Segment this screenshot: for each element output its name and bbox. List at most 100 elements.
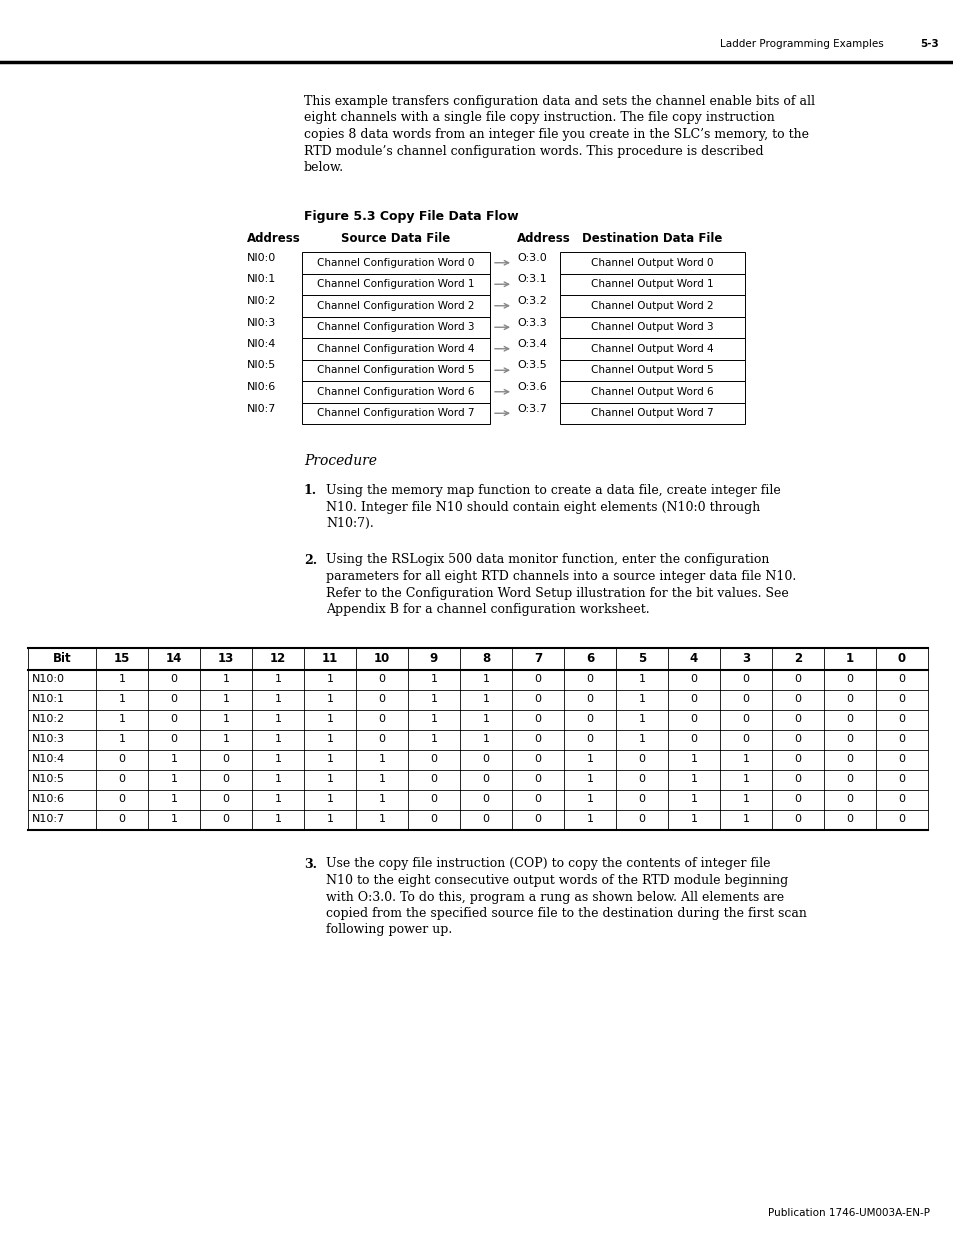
Text: Channel Output Word 5: Channel Output Word 5 xyxy=(591,366,713,375)
Text: 1: 1 xyxy=(274,774,281,784)
Text: 0: 0 xyxy=(638,774,645,784)
Text: 1: 1 xyxy=(326,735,334,745)
Text: 0: 0 xyxy=(118,815,126,825)
Text: 0: 0 xyxy=(690,674,697,684)
Text: 0: 0 xyxy=(222,794,230,804)
Text: O:3.4: O:3.4 xyxy=(517,338,546,350)
Bar xyxy=(559,403,744,424)
Text: 0: 0 xyxy=(482,815,489,825)
Text: 0: 0 xyxy=(741,715,749,725)
Text: 1: 1 xyxy=(690,794,697,804)
Bar xyxy=(559,252,744,273)
Text: 1: 1 xyxy=(638,735,645,745)
Text: below.: below. xyxy=(304,161,344,174)
Text: 0: 0 xyxy=(378,674,385,684)
Text: 1: 1 xyxy=(430,715,437,725)
Text: 0: 0 xyxy=(638,815,645,825)
Text: 8: 8 xyxy=(481,652,490,664)
Text: 1: 1 xyxy=(378,755,385,764)
Text: 0: 0 xyxy=(534,674,541,684)
Text: 6: 6 xyxy=(585,652,594,664)
Text: 0: 0 xyxy=(794,735,801,745)
Text: 0: 0 xyxy=(898,794,904,804)
Text: 0: 0 xyxy=(845,694,853,704)
Text: Channel Configuration Word 5: Channel Configuration Word 5 xyxy=(317,366,475,375)
Text: 0: 0 xyxy=(690,694,697,704)
Text: Channel Configuration Word 4: Channel Configuration Word 4 xyxy=(317,343,475,353)
Text: following power up.: following power up. xyxy=(326,924,452,936)
Text: 3: 3 xyxy=(741,652,749,664)
Text: copied from the specified source file to the destination during the first scan: copied from the specified source file to… xyxy=(326,906,806,920)
Text: N10:6: N10:6 xyxy=(32,794,65,804)
Text: 0: 0 xyxy=(534,735,541,745)
Text: 0: 0 xyxy=(430,794,437,804)
Text: This example transfers configuration data and sets the channel enable bits of al: This example transfers configuration dat… xyxy=(304,95,814,107)
Text: 1: 1 xyxy=(274,694,281,704)
Text: with O:3.0. To do this, program a rung as shown below. All elements are: with O:3.0. To do this, program a rung a… xyxy=(326,890,783,904)
Bar xyxy=(302,252,490,273)
Text: 0: 0 xyxy=(482,794,489,804)
Text: 0: 0 xyxy=(898,674,904,684)
Bar xyxy=(302,295,490,316)
Text: 0: 0 xyxy=(118,755,126,764)
Text: 0: 0 xyxy=(586,715,593,725)
Text: 10: 10 xyxy=(374,652,390,664)
Text: Figure 5.3 Copy File Data Flow: Figure 5.3 Copy File Data Flow xyxy=(304,210,518,224)
Text: 4: 4 xyxy=(689,652,698,664)
Text: 1: 1 xyxy=(118,694,126,704)
Bar xyxy=(559,295,744,316)
Text: 1: 1 xyxy=(118,674,126,684)
Text: 0: 0 xyxy=(586,674,593,684)
Text: 1: 1 xyxy=(171,815,177,825)
Text: 1: 1 xyxy=(378,815,385,825)
Text: 0: 0 xyxy=(378,715,385,725)
Text: 0: 0 xyxy=(171,735,177,745)
Text: N10:2: N10:2 xyxy=(32,715,65,725)
Text: N10:5: N10:5 xyxy=(32,774,65,784)
Text: 0: 0 xyxy=(845,794,853,804)
Text: 0: 0 xyxy=(171,674,177,684)
Text: N10:0: N10:0 xyxy=(32,674,65,684)
Text: 1: 1 xyxy=(171,774,177,784)
Text: O:3.5: O:3.5 xyxy=(517,361,546,370)
Bar xyxy=(559,338,744,359)
Text: 1: 1 xyxy=(222,674,230,684)
Text: NI0:3: NI0:3 xyxy=(247,317,276,327)
Text: O:3.7: O:3.7 xyxy=(517,404,546,414)
Text: 1: 1 xyxy=(326,755,334,764)
Text: 1: 1 xyxy=(690,755,697,764)
Text: 0: 0 xyxy=(534,694,541,704)
Text: 0: 0 xyxy=(378,735,385,745)
Text: 0: 0 xyxy=(794,674,801,684)
Text: 1.: 1. xyxy=(304,484,316,496)
Text: NI0:5: NI0:5 xyxy=(247,361,276,370)
Text: 1: 1 xyxy=(118,715,126,725)
Text: 1: 1 xyxy=(638,715,645,725)
Text: N10:7).: N10:7). xyxy=(326,517,374,530)
Text: 13: 13 xyxy=(217,652,233,664)
Text: 2.: 2. xyxy=(304,553,316,567)
Text: N10:4: N10:4 xyxy=(32,755,65,764)
Text: Channel Output Word 0: Channel Output Word 0 xyxy=(591,258,713,268)
Text: Using the RSLogix 500 data monitor function, enter the configuration: Using the RSLogix 500 data monitor funct… xyxy=(326,553,768,567)
Text: 1: 1 xyxy=(482,735,489,745)
Text: 1: 1 xyxy=(171,794,177,804)
Text: 0: 0 xyxy=(845,815,853,825)
Text: 9: 9 xyxy=(430,652,437,664)
Text: 0: 0 xyxy=(430,774,437,784)
Text: Use the copy file instruction (COP) to copy the contents of integer file: Use the copy file instruction (COP) to c… xyxy=(326,857,770,871)
Text: Channel Output Word 1: Channel Output Word 1 xyxy=(591,279,713,289)
Text: 0: 0 xyxy=(898,694,904,704)
Text: 1: 1 xyxy=(378,794,385,804)
Text: 0: 0 xyxy=(741,735,749,745)
Text: 1: 1 xyxy=(586,774,593,784)
Bar xyxy=(302,403,490,424)
Text: 1: 1 xyxy=(741,815,749,825)
Text: 0: 0 xyxy=(794,794,801,804)
Text: Procedure: Procedure xyxy=(304,454,376,468)
Text: N10 to the eight consecutive output words of the RTD module beginning: N10 to the eight consecutive output word… xyxy=(326,874,787,887)
Bar xyxy=(559,382,744,403)
Text: 1: 1 xyxy=(586,815,593,825)
Text: eight channels with a single file copy instruction. The file copy instruction: eight channels with a single file copy i… xyxy=(304,111,774,125)
Text: 0: 0 xyxy=(898,815,904,825)
